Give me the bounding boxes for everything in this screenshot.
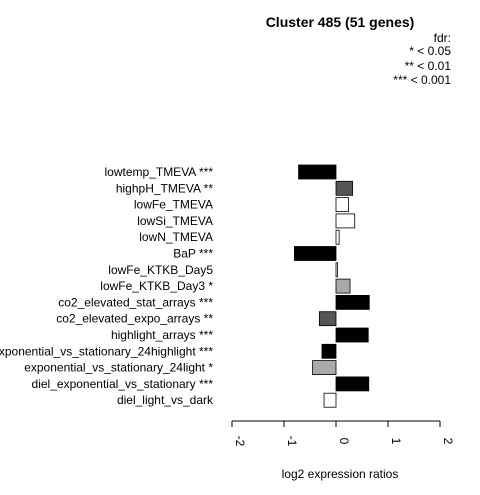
category-label: lowFe_KTKB_Day5 <box>108 263 213 277</box>
category-label: lowN_TMEVA <box>139 230 213 244</box>
category-label: lowFe_KTKB_Day3 * <box>100 279 213 293</box>
category-label: exponential_vs_stationary_24light * <box>24 361 213 375</box>
bar <box>335 197 349 213</box>
legend-entry: ** < 0.01 <box>405 59 452 73</box>
bar <box>323 392 337 408</box>
category-label: diel_light_vs_dark <box>117 393 214 407</box>
bars <box>293 164 370 408</box>
category-label: lowSi_TMEVA <box>137 214 213 228</box>
category-labels: lowtemp_TMEVA *** highpH_TMEVA ** lowFe_TM… <box>0 165 214 407</box>
bar <box>321 343 337 359</box>
category-label: co2_elevated_stat_arrays *** <box>58 295 213 309</box>
category-label: co2_elevated_expo_arrays ** <box>56 312 213 326</box>
bar <box>335 262 338 278</box>
category-label: exponential_vs_stationary_24highlight **… <box>0 344 213 358</box>
bar <box>335 213 356 229</box>
category-label: diel_exponential_vs_stationary *** <box>32 377 214 391</box>
bar <box>318 311 337 327</box>
bar <box>335 327 369 343</box>
category-label: lowtemp_TMEVA *** <box>105 165 214 179</box>
category-label: highpH_TMEVA ** <box>116 181 213 195</box>
bar <box>335 376 370 392</box>
x-tick-label: -2 <box>233 436 247 447</box>
legend: fdr: * < 0.05 ** < 0.01 *** < 0.001 <box>393 31 451 87</box>
category-label: BaP *** <box>173 247 213 261</box>
bar <box>335 229 340 245</box>
legend-entry: *** < 0.001 <box>393 73 451 87</box>
legend-entry: * < 0.05 <box>409 44 451 58</box>
x-tick-label: -1 <box>285 436 299 447</box>
x-tick-label: 1 <box>389 438 403 445</box>
x-axis-label: log2 expression ratios <box>282 467 399 481</box>
x-axis: -2 -1 0 1 2 <box>231 420 455 447</box>
x-tick-label: 2 <box>441 438 455 445</box>
bar <box>293 246 337 261</box>
legend-title: fdr: <box>434 31 451 45</box>
bar <box>335 180 354 196</box>
bar <box>335 278 351 294</box>
bar <box>312 360 337 376</box>
bar <box>335 294 370 310</box>
chart-title: Cluster 485 (51 genes) <box>266 14 415 30</box>
category-label: highlight_arrays *** <box>111 328 213 342</box>
x-tick-label: 0 <box>337 438 351 445</box>
bar <box>298 164 337 180</box>
category-label: lowFe_TMEVA <box>134 198 213 212</box>
